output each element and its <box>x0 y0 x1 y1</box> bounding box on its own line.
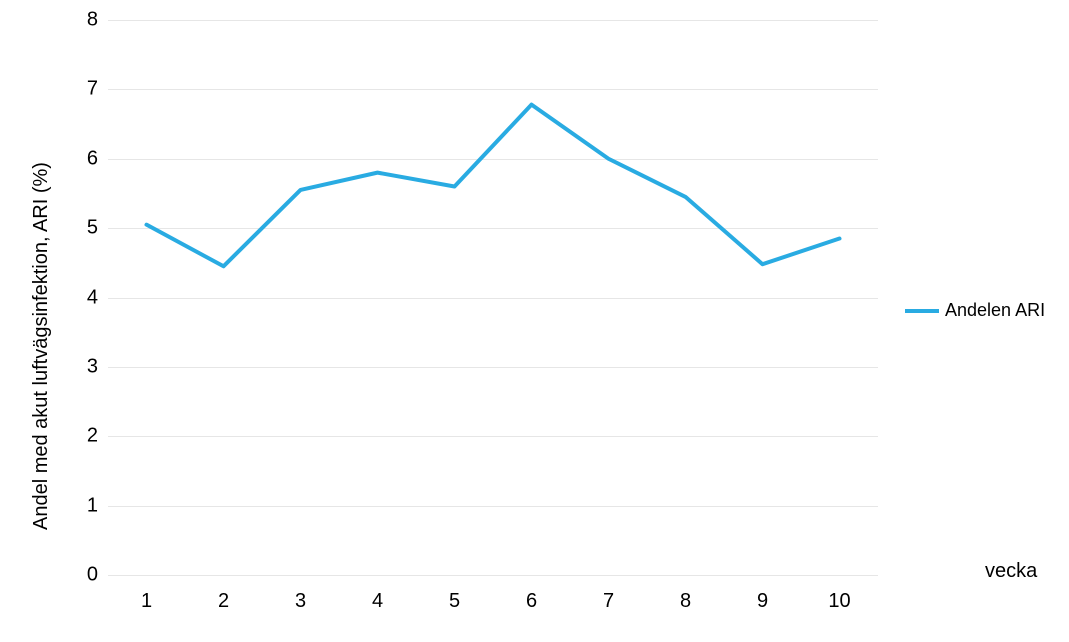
x-tick-label: 8 <box>680 590 691 613</box>
x-tick-label: 6 <box>526 590 537 613</box>
x-tick-label: 10 <box>828 590 850 613</box>
x-tick-label: 7 <box>603 590 614 613</box>
y-tick-label: 6 <box>73 147 98 170</box>
y-tick-label: 1 <box>73 494 98 517</box>
x-tick-label: 2 <box>218 590 229 613</box>
x-tick-label: 5 <box>449 590 460 613</box>
line-chart: Andel med akut luftvägsinfektion, ARI (%… <box>0 0 1069 642</box>
y-tick-label: 3 <box>73 355 98 378</box>
x-axis-title: vecka <box>985 560 1037 583</box>
gridline <box>108 575 878 576</box>
series-line <box>147 105 840 267</box>
legend-label: Andelen ARI <box>945 300 1045 321</box>
series-layer <box>108 20 878 575</box>
legend-swatch <box>905 309 939 313</box>
y-tick-label: 4 <box>73 286 98 309</box>
x-tick-label: 4 <box>372 590 383 613</box>
y-axis-title: Andel med akut luftvägsinfektion, ARI (%… <box>30 162 53 530</box>
y-tick-label: 8 <box>73 9 98 32</box>
y-tick-label: 5 <box>73 217 98 240</box>
y-tick-label: 7 <box>73 78 98 101</box>
y-tick-label: 0 <box>73 564 98 587</box>
y-tick-label: 2 <box>73 425 98 448</box>
x-tick-label: 9 <box>757 590 768 613</box>
legend: Andelen ARI <box>905 300 1045 321</box>
plot-area <box>108 20 878 575</box>
x-tick-label: 3 <box>295 590 306 613</box>
x-tick-label: 1 <box>141 590 152 613</box>
